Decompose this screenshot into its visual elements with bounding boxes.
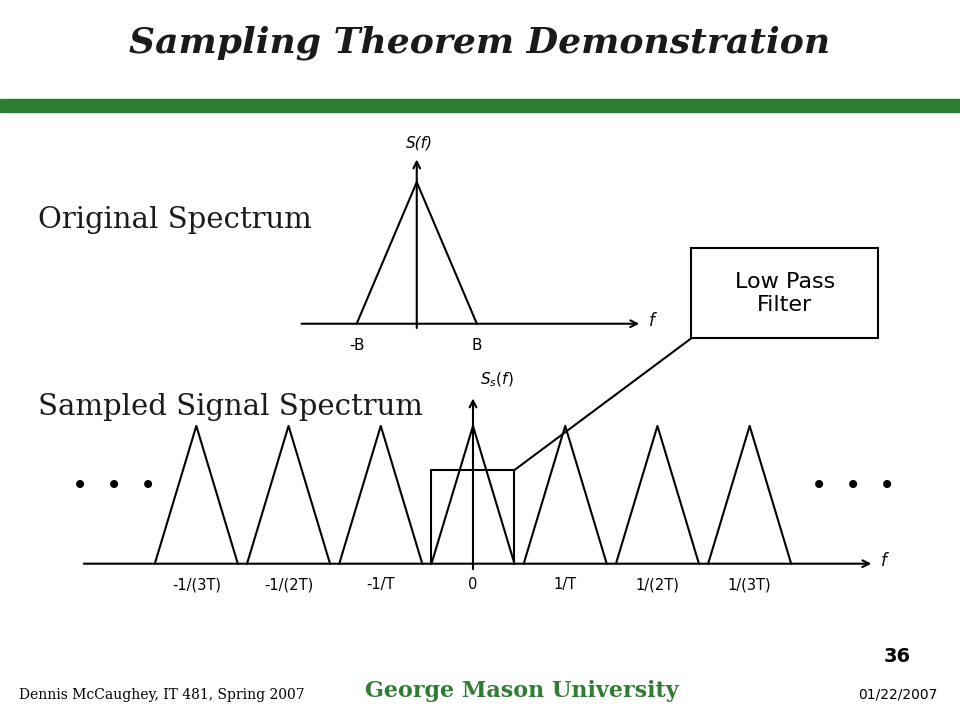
Text: 1/(3T): 1/(3T)	[728, 577, 772, 593]
Text: •  •  •: • • •	[72, 472, 156, 500]
Text: -1/T: -1/T	[367, 577, 395, 593]
Text: f: f	[880, 552, 886, 570]
Text: Original Spectrum: Original Spectrum	[38, 206, 312, 233]
Text: Sampling Theorem Demonstration: Sampling Theorem Demonstration	[130, 25, 830, 60]
Text: 01/22/2007: 01/22/2007	[858, 688, 937, 702]
Text: Low Pass
Filter: Low Pass Filter	[734, 271, 835, 315]
Text: •  •  •: • • •	[811, 472, 896, 500]
Text: 0: 0	[468, 577, 478, 593]
Text: George Mason University: George Mason University	[365, 680, 679, 702]
Text: $S_s(f)$: $S_s(f)$	[480, 370, 514, 389]
Text: -1/(2T): -1/(2T)	[264, 577, 313, 593]
Text: 36: 36	[884, 647, 911, 666]
Text: -1/(3T): -1/(3T)	[172, 577, 221, 593]
Text: f: f	[649, 312, 655, 330]
Text: Dennis McCaughey, IT 481, Spring 2007: Dennis McCaughey, IT 481, Spring 2007	[19, 688, 305, 702]
Text: B: B	[471, 338, 482, 353]
Text: 1/T: 1/T	[554, 577, 577, 593]
Text: -B: -B	[348, 338, 365, 353]
Text: Sampled Signal Spectrum: Sampled Signal Spectrum	[38, 393, 423, 420]
Text: S(f): S(f)	[406, 136, 433, 151]
Text: 1/(2T): 1/(2T)	[636, 577, 680, 593]
